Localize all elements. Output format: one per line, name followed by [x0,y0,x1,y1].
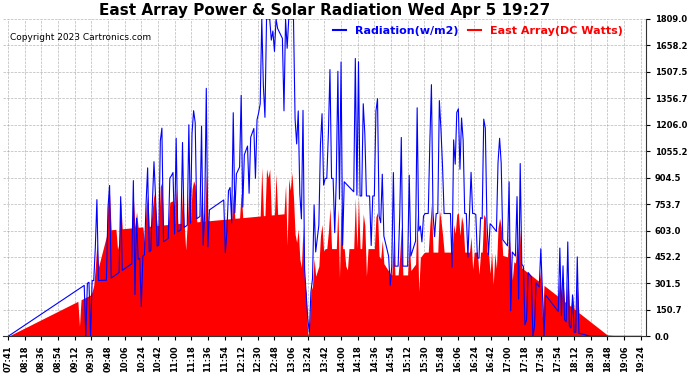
Legend: Radiation(w/m2), East Array(DC Watts): Radiation(w/m2), East Array(DC Watts) [328,21,627,40]
Title: East Array Power & Solar Radiation Wed Apr 5 19:27: East Array Power & Solar Radiation Wed A… [99,3,550,18]
Text: Copyright 2023 Cartronics.com: Copyright 2023 Cartronics.com [10,33,150,42]
